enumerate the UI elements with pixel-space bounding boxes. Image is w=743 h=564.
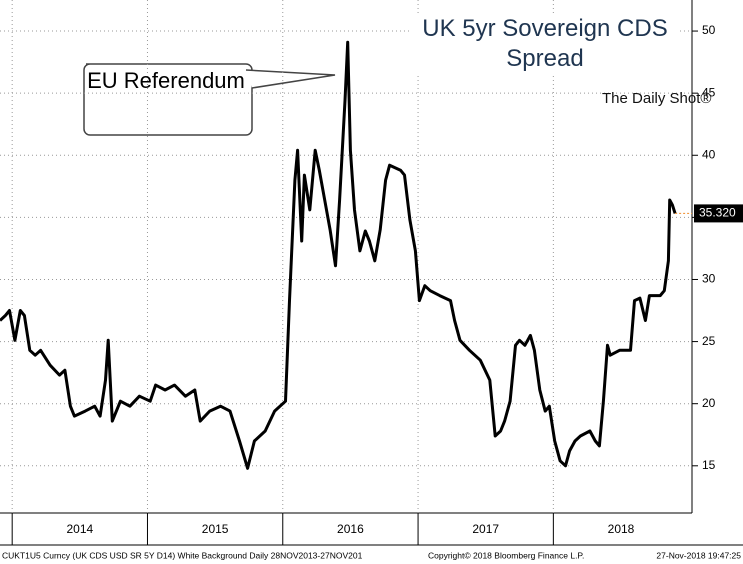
- annotation: EU Referendum: [87, 68, 245, 93]
- watermark: The Daily Shot®: [602, 90, 712, 107]
- footer-text: CUKT1U5 Curncy (UK CDS USD SR 5Y D14) Wh…: [2, 550, 363, 560]
- y-tick-label: 40: [702, 147, 716, 161]
- y-tick-label: 15: [702, 458, 716, 472]
- footer-text: Copyright© 2018 Bloomberg Finance L.P.: [428, 550, 584, 560]
- chart-title: UK 5yr Sovereign CDS Spread: [410, 14, 680, 74]
- x-tick-label: 2016: [337, 522, 364, 536]
- x-tick-label: 2018: [608, 522, 635, 536]
- y-tick-label: 20: [702, 396, 716, 410]
- y-tick-label: 30: [702, 272, 716, 286]
- series-line: [0, 40, 677, 470]
- y-tick-label: 45: [702, 85, 716, 99]
- y-tick-label: 50: [702, 23, 716, 37]
- current-value-box: [694, 204, 743, 223]
- callout-pointer: [245, 69, 336, 89]
- x-tick-label: 2015: [202, 522, 229, 536]
- x-tick-label: 2014: [66, 522, 93, 536]
- x-tick-label: 2017: [472, 522, 499, 536]
- footer-text: 27-Nov-2018 19:47:25: [656, 550, 741, 560]
- current-value-label: 35.320: [699, 206, 736, 220]
- y-tick-label: 25: [702, 334, 716, 348]
- callout-box: [83, 63, 253, 136]
